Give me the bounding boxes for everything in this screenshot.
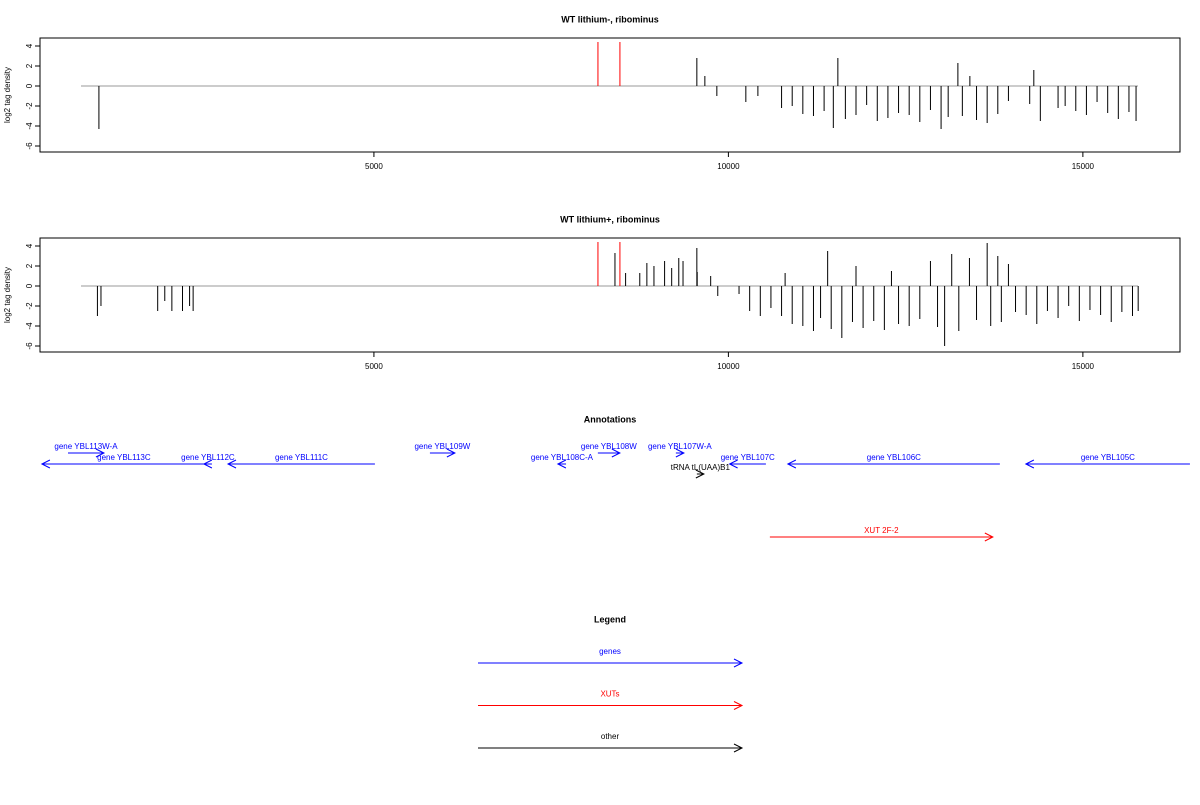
x-tick-label: 10000 (717, 362, 740, 371)
feature-arrow-head (556, 459, 567, 469)
feature-arrow-head (611, 448, 621, 458)
y-tick-label: -2 (25, 102, 34, 110)
feature-label: gene YBL105C (1081, 453, 1135, 462)
y-tick-label: -2 (25, 302, 34, 310)
y-axis-title: log2 tag density (3, 267, 12, 323)
feature-label: gene YBL109W (414, 442, 470, 451)
y-tick-label: -6 (25, 142, 34, 150)
feature-label: gene YBL113W-A (54, 442, 118, 451)
y-tick-label: 2 (25, 63, 34, 68)
y-tick-label: -4 (25, 322, 34, 330)
y-tick-label: -6 (25, 342, 34, 350)
plot-frame (39, 37, 1181, 153)
chart-title: WT lithium+, ribominus (560, 214, 660, 224)
annotations-title: Annotations (584, 414, 637, 424)
feature-label: gene YBL108W (581, 442, 637, 451)
legend-arrow-head (733, 658, 744, 668)
x-tick-label: 15000 (1072, 162, 1095, 171)
legend-label: other (601, 732, 620, 741)
legend-arrow-head (733, 743, 744, 753)
y-tick-label: -4 (25, 122, 34, 130)
feature-arrow-head (695, 469, 705, 479)
y-tick-label: 2 (25, 263, 34, 268)
legend-arrow-head (733, 701, 744, 710)
x-tick-label: 10000 (717, 162, 740, 171)
feature-arrow-head (675, 448, 685, 458)
feature-label: gene YBL107C (721, 453, 775, 462)
feature-arrow-head (446, 448, 456, 458)
feature-arrow-head (202, 459, 213, 469)
chart-title: WT lithium-, ribominus (561, 14, 659, 24)
feature-arrow-head (40, 459, 51, 469)
y-tick-label: 4 (25, 43, 34, 48)
feature-arrow-head (226, 459, 237, 469)
feature-arrow-head (95, 448, 106, 458)
feature-label: gene YBL107W-A (648, 442, 712, 451)
legend-label: XUTs (600, 690, 619, 699)
feature-arrow-head (1024, 459, 1035, 469)
feature-label: gene YBL108C-A (531, 453, 594, 462)
feature-label: XUT 2F-2 (864, 526, 899, 535)
x-tick-label: 5000 (365, 362, 383, 371)
feature-label: gene YBL106C (867, 453, 921, 462)
x-tick-label: 15000 (1072, 362, 1095, 371)
plot-frame (39, 237, 1181, 353)
feature-label: tRNA tL(UAA)B1 (671, 463, 731, 472)
y-tick-label: 4 (25, 243, 34, 248)
y-tick-label: 0 (25, 83, 34, 88)
x-tick-label: 5000 (365, 162, 383, 171)
feature-label: gene YBL111C (275, 453, 328, 462)
y-tick-label: 0 (25, 283, 34, 288)
feature-label: gene YBL112C (181, 453, 235, 462)
feature-arrow-head (728, 459, 738, 469)
legend-title: Legend (594, 614, 626, 624)
y-axis-title: log2 tag density (3, 67, 12, 123)
feature-arrow-head (984, 532, 994, 542)
legend-label: genes (599, 647, 621, 656)
feature-label: gene YBL113C (97, 453, 151, 462)
feature-arrow-head (786, 459, 797, 469)
